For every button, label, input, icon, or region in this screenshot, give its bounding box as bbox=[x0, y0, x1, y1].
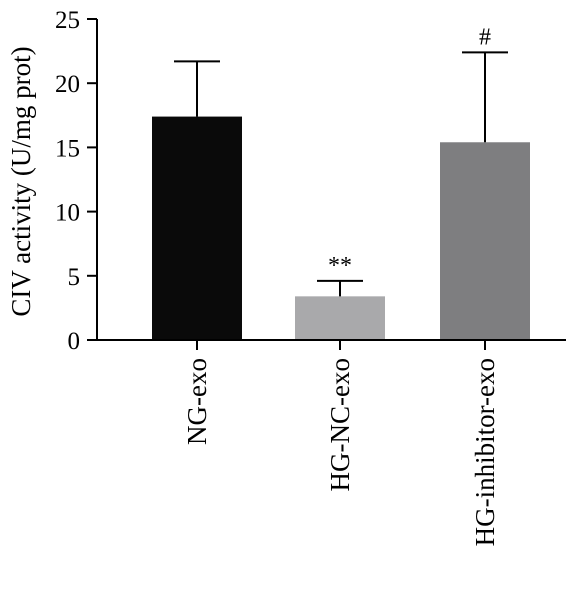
bars bbox=[152, 116, 530, 340]
error-bars bbox=[174, 51, 508, 297]
y-tick-label: 10 bbox=[55, 200, 80, 227]
y-tick-label: 0 bbox=[68, 328, 81, 355]
error-bar bbox=[174, 60, 220, 117]
error-bar bbox=[462, 51, 508, 143]
y-tick-label: 20 bbox=[55, 71, 80, 98]
bar bbox=[152, 116, 242, 340]
y-tick-label: 5 bbox=[68, 264, 81, 291]
bar bbox=[440, 142, 530, 340]
y-axis-label: CIV activity (U/mg prot) bbox=[6, 46, 36, 316]
error-bar bbox=[317, 279, 363, 297]
y-tick-label: 25 bbox=[55, 7, 80, 34]
bar bbox=[295, 296, 385, 340]
significance-marks: ** # bbox=[328, 24, 491, 279]
significance-label: ** bbox=[328, 253, 352, 279]
x-axis-categories: NG-exo HG-NC-exo HG-inhibitor-exo bbox=[182, 358, 500, 546]
significance-label: # bbox=[479, 24, 491, 50]
y-axis-ticks: 0 5 10 15 20 25 bbox=[55, 7, 486, 355]
y-tick-label: 15 bbox=[55, 135, 80, 162]
x-category-label: HG-inhibitor-exo bbox=[470, 358, 500, 546]
x-category-label: NG-exo bbox=[182, 358, 212, 445]
x-category-label: HG-NC-exo bbox=[325, 358, 355, 491]
